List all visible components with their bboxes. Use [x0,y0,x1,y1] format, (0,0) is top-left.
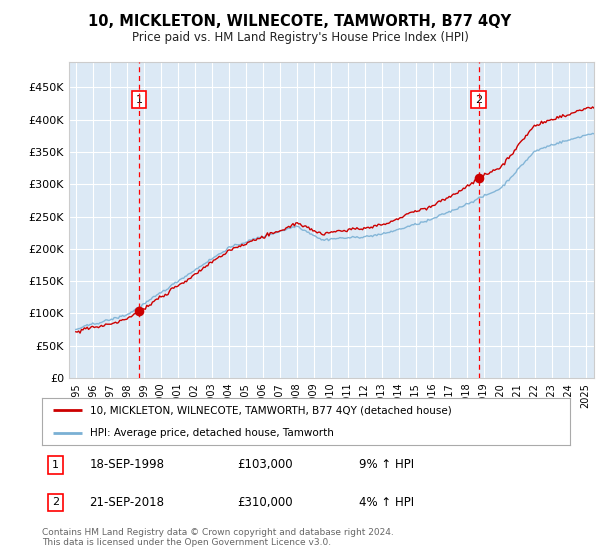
Text: 1: 1 [52,460,59,470]
Text: Price paid vs. HM Land Registry's House Price Index (HPI): Price paid vs. HM Land Registry's House … [131,31,469,44]
Text: HPI: Average price, detached house, Tamworth: HPI: Average price, detached house, Tamw… [89,428,334,438]
Text: 10, MICKLETON, WILNECOTE, TAMWORTH, B77 4QY: 10, MICKLETON, WILNECOTE, TAMWORTH, B77 … [88,14,512,29]
Text: Contains HM Land Registry data © Crown copyright and database right 2024.
This d: Contains HM Land Registry data © Crown c… [42,528,394,547]
Text: £310,000: £310,000 [238,496,293,509]
Text: 2: 2 [475,95,482,105]
Text: £103,000: £103,000 [238,458,293,471]
Text: 9% ↑ HPI: 9% ↑ HPI [359,458,414,471]
Text: 1: 1 [136,95,143,105]
Text: 10, MICKLETON, WILNECOTE, TAMWORTH, B77 4QY (detached house): 10, MICKLETON, WILNECOTE, TAMWORTH, B77 … [89,405,451,416]
Text: 18-SEP-1998: 18-SEP-1998 [89,458,164,471]
Text: 2: 2 [52,497,59,507]
Text: 21-SEP-2018: 21-SEP-2018 [89,496,164,509]
Text: 4% ↑ HPI: 4% ↑ HPI [359,496,414,509]
